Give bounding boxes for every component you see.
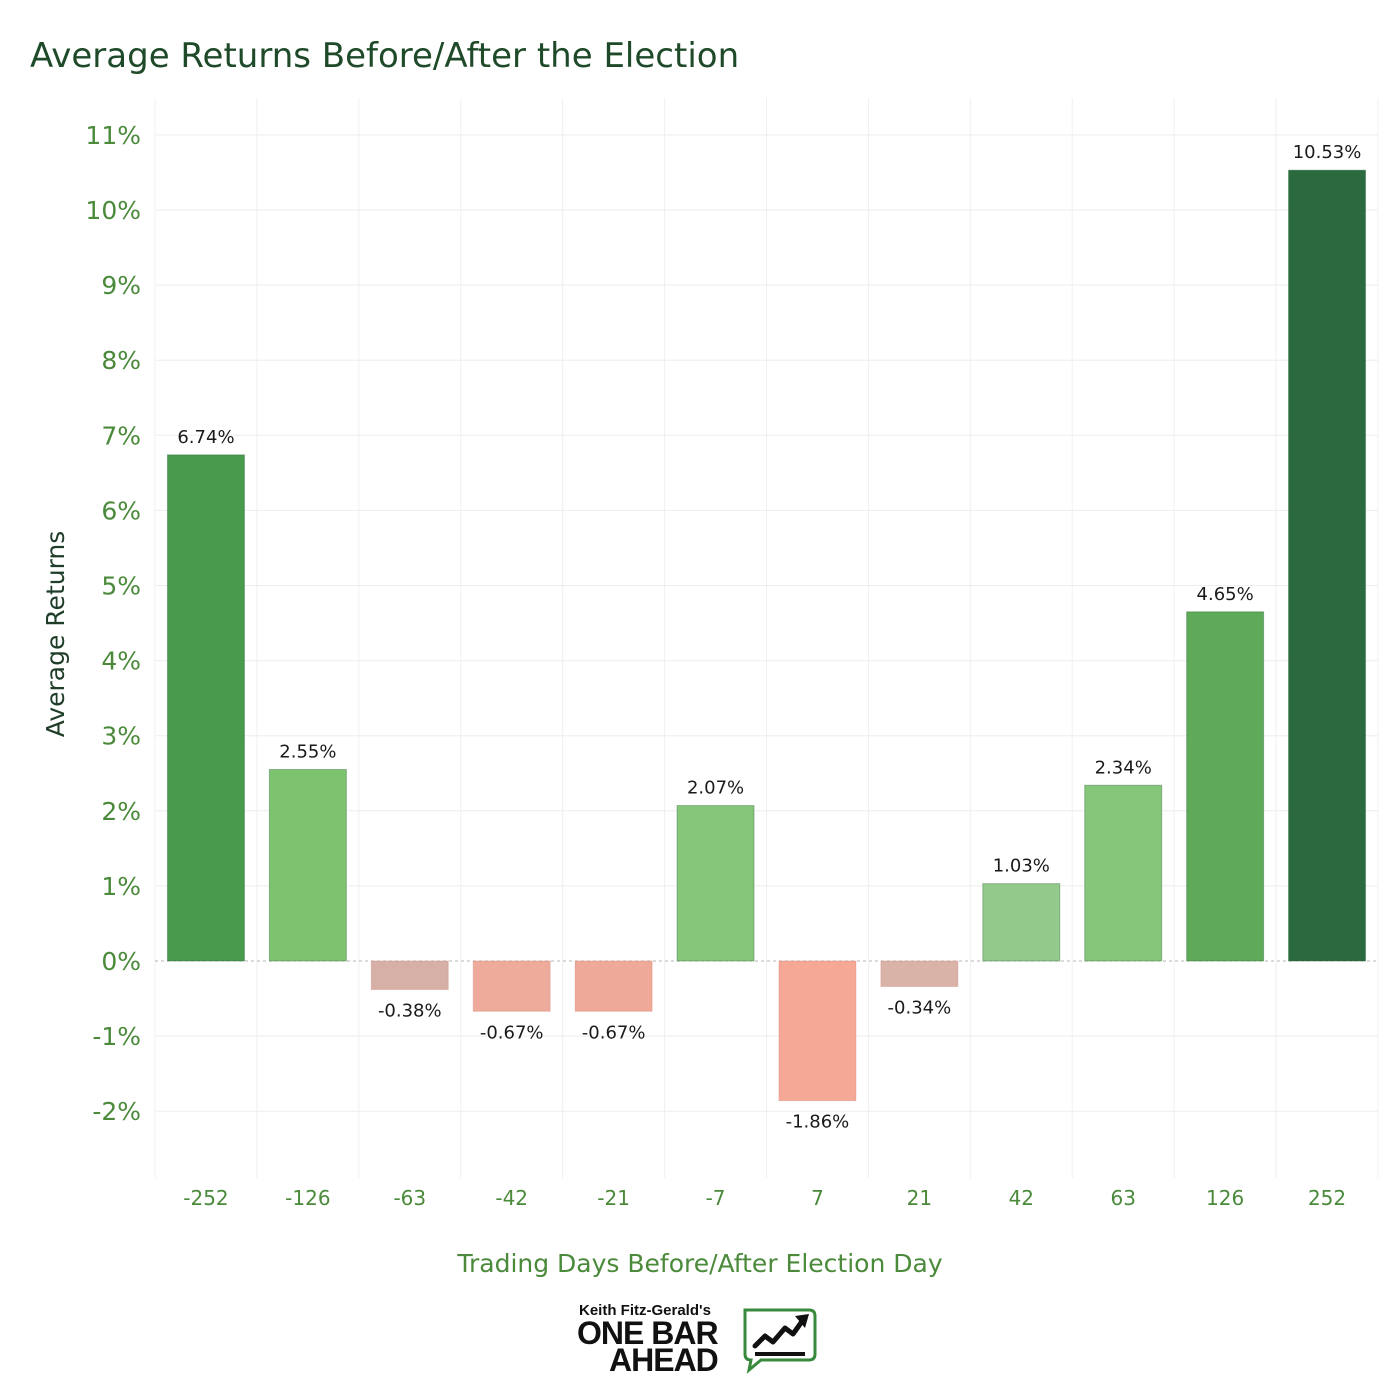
bar bbox=[370, 960, 449, 991]
y-tick-label: 5% bbox=[101, 572, 141, 601]
x-tick-label: 63 bbox=[1110, 1186, 1135, 1210]
y-axis-ticks: 11% 10% 9% 8% 7% 6% 5% 4% 3% 2% 1% 0% -1% -2% bbox=[85, 121, 141, 1126]
x-tick-label: 252 bbox=[1308, 1186, 1346, 1210]
y-tick-label: 10% bbox=[85, 196, 141, 225]
bar bbox=[166, 454, 245, 962]
data-label: 6.74% bbox=[177, 427, 234, 448]
trend-chart-icon bbox=[743, 1308, 817, 1374]
bar bbox=[1186, 611, 1265, 962]
logo-line-1: ONE BAR bbox=[577, 1315, 719, 1351]
y-tick-label: 3% bbox=[101, 722, 141, 751]
y-tick-label: 7% bbox=[101, 421, 141, 450]
x-tick-label: -252 bbox=[183, 1186, 228, 1210]
bar bbox=[268, 768, 347, 962]
x-tick-label: 7 bbox=[811, 1186, 824, 1210]
data-label: 2.55% bbox=[279, 741, 336, 762]
data-label: 2.07% bbox=[687, 778, 744, 799]
data-label: -0.34% bbox=[888, 998, 952, 1019]
x-axis-ticks: -252 -126 -63 -42 -21 -7 7 21 42 63 126 252 bbox=[183, 1186, 1346, 1210]
y-tick-label: 2% bbox=[101, 797, 141, 826]
x-tick-label: -21 bbox=[597, 1186, 630, 1210]
bar bbox=[574, 960, 653, 1012]
grid bbox=[154, 98, 1379, 1178]
x-tick-label: 42 bbox=[1009, 1186, 1034, 1210]
y-tick-label: -2% bbox=[92, 1097, 141, 1126]
x-axis-label: Trading Days Before/After Election Day bbox=[456, 1249, 942, 1278]
bar bbox=[1288, 169, 1367, 962]
x-tick-label: 21 bbox=[907, 1186, 932, 1210]
bar bbox=[982, 883, 1061, 962]
data-label: 10.53% bbox=[1293, 142, 1362, 163]
data-label: -0.67% bbox=[582, 1022, 646, 1043]
x-tick-label: -63 bbox=[393, 1186, 426, 1210]
x-tick-label: 126 bbox=[1206, 1186, 1244, 1210]
logo-line-2: AHEAD bbox=[609, 1342, 719, 1378]
data-label: 2.34% bbox=[1095, 757, 1152, 778]
bar bbox=[880, 960, 959, 988]
data-label: 1.03% bbox=[993, 856, 1050, 877]
data-labels: 6.74% 2.55% -0.38% -0.67% -0.67% 2.07% -1.86% -… bbox=[177, 142, 1361, 1132]
chart-title: Average Returns Before/After the Electio… bbox=[30, 36, 740, 76]
bar bbox=[472, 960, 551, 1012]
bars bbox=[166, 169, 1367, 1102]
data-label: 4.65% bbox=[1197, 584, 1254, 605]
x-tick-label: -126 bbox=[285, 1186, 330, 1210]
y-tick-label: -1% bbox=[92, 1022, 141, 1051]
bar bbox=[778, 960, 857, 1102]
brand-logo: Keith Fitz-Gerald's ONE BAR AHEAD bbox=[575, 1300, 825, 1380]
y-axis-label: Average Returns bbox=[41, 531, 70, 738]
bar bbox=[1084, 784, 1163, 962]
data-label: -0.67% bbox=[480, 1022, 544, 1043]
y-tick-label: 1% bbox=[101, 872, 141, 901]
data-label: -1.86% bbox=[786, 1112, 850, 1133]
y-tick-label: 8% bbox=[101, 346, 141, 375]
y-tick-label: 6% bbox=[101, 496, 141, 525]
y-tick-label: 0% bbox=[101, 947, 141, 976]
x-tick-label: -42 bbox=[495, 1186, 528, 1210]
y-tick-label: 4% bbox=[101, 647, 141, 676]
x-tick-label: -7 bbox=[706, 1186, 726, 1210]
data-label: -0.38% bbox=[378, 1001, 442, 1022]
bar bbox=[676, 805, 755, 962]
y-tick-label: 9% bbox=[101, 271, 141, 300]
logo-byline: Keith Fitz-Gerald's bbox=[579, 1302, 711, 1319]
y-tick-label: 11% bbox=[85, 121, 141, 150]
